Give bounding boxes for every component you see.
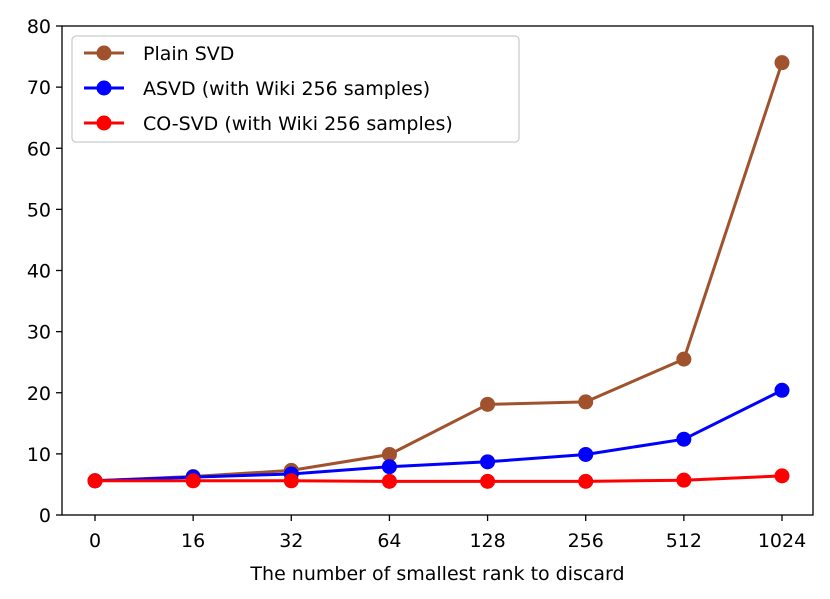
legend-marker [96, 115, 112, 131]
data-point [480, 454, 496, 470]
x-tick-label: 1024 [758, 530, 806, 552]
legend-box [71, 35, 520, 143]
series-1 [87, 382, 790, 489]
y-tick-label: 70 [27, 77, 51, 99]
data-point [774, 55, 790, 71]
legend-item-2: CO-SVD (with Wiki 256 samples) [84, 113, 453, 135]
data-point [774, 382, 790, 398]
legend: Plain SVD ASVD (with Wiki 256 samples) CO-… [71, 35, 520, 143]
legend-label: ASVD (with Wiki 256 samples) [143, 78, 430, 100]
y-axis: 0 10 20 30 40 50 60 70 80 [27, 16, 62, 527]
data-point [381, 446, 397, 462]
legend-marker [96, 45, 112, 61]
legend-item-1: ASVD (with Wiki 256 samples) [84, 78, 430, 100]
x-tick-label: 128 [469, 530, 505, 552]
axes-frame [61, 25, 814, 516]
data-point [578, 394, 594, 410]
y-tick-label: 50 [27, 199, 51, 221]
x-tick-label: 16 [181, 530, 205, 552]
data-point [381, 459, 397, 475]
y-tick-label: 0 [39, 505, 51, 527]
x-tick-label: 32 [279, 530, 303, 552]
x-axis-title: The number of smallest rank to discard [249, 563, 624, 585]
data-point [480, 473, 496, 489]
x-tick-label: 512 [666, 530, 702, 552]
legend-item-0: Plain SVD [84, 43, 234, 65]
data-point [676, 351, 692, 367]
data-point [676, 472, 692, 488]
series-line-1 [94, 388, 783, 483]
data-point [185, 473, 201, 489]
legend-label: Plain SVD [143, 43, 234, 65]
x-tick-label: 256 [568, 530, 604, 552]
series-2 [87, 468, 790, 489]
data-point [578, 446, 594, 462]
y-tick-label: 60 [27, 138, 51, 160]
data-point [381, 473, 397, 489]
data-point [87, 473, 103, 489]
y-tick-label: 20 [27, 383, 51, 405]
data-point [578, 473, 594, 489]
data-point [283, 473, 299, 489]
plot-area [87, 55, 790, 489]
legend-marker [96, 80, 112, 96]
data-point [774, 468, 790, 484]
y-tick-label: 80 [27, 16, 51, 38]
data-point [676, 431, 692, 447]
data-point [480, 396, 496, 412]
x-tick-label: 0 [89, 530, 101, 552]
y-tick-label: 10 [27, 444, 51, 466]
y-tick-label: 40 [27, 261, 51, 283]
x-axis: 0 16 32 64 128 256 512 1024 [89, 515, 806, 552]
series-line-2 [95, 474, 783, 483]
legend-label: CO-SVD (with Wiki 256 samples) [143, 113, 453, 135]
y-tick-label: 30 [27, 322, 51, 344]
x-tick-label: 64 [377, 530, 401, 552]
